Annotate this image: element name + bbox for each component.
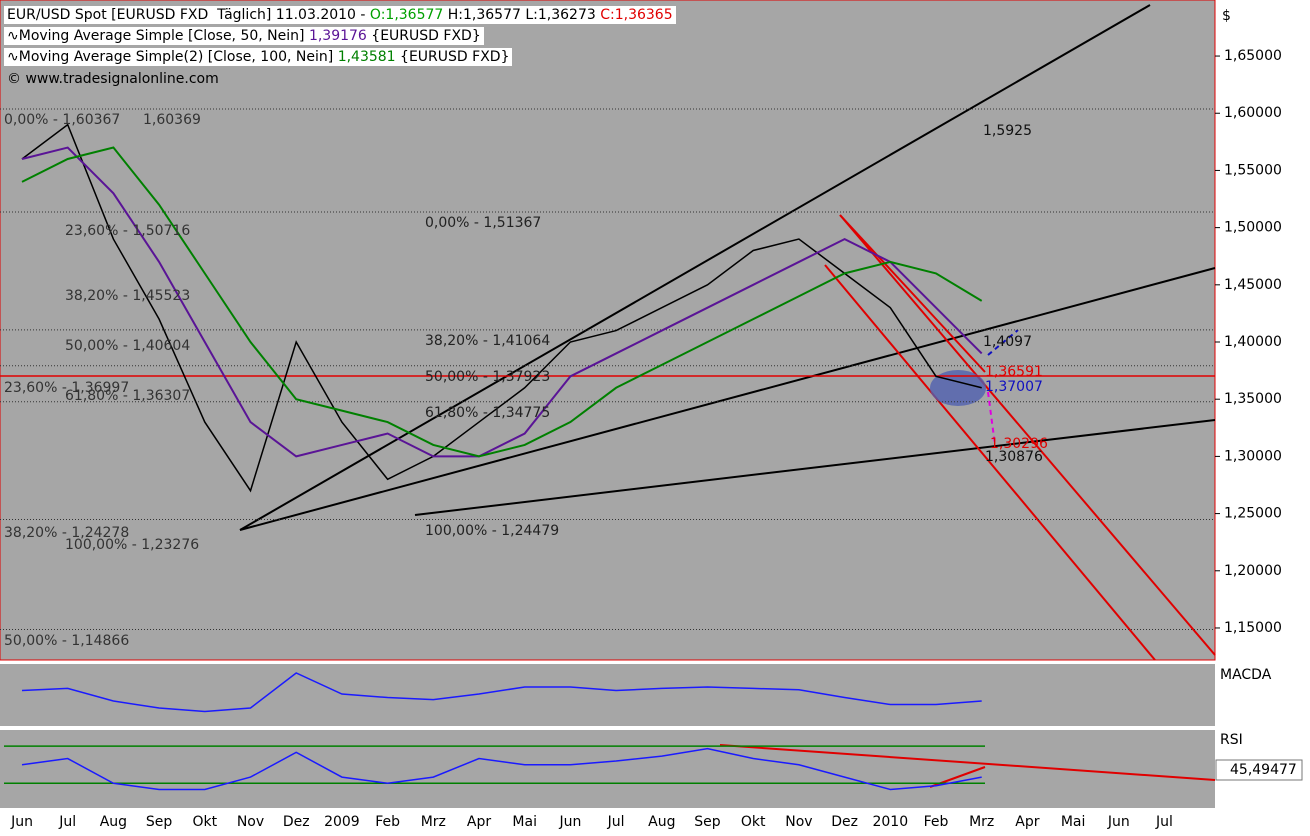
y-tick-label: 1,20000 (1224, 563, 1282, 579)
y-tick-label: 1,30000 (1224, 448, 1282, 464)
x-tick-label: 2009 (324, 814, 360, 830)
x-tick-label: Dez (283, 814, 310, 830)
annotation: 1,36591 (985, 364, 1043, 380)
x-tick-label: Dez (831, 814, 858, 830)
annotation: 1,4097 (983, 334, 1032, 350)
x-tick-label: Jun (1107, 814, 1130, 830)
x-tick-label: Jun (558, 814, 581, 830)
macd-label: MACDA (1220, 667, 1272, 683)
annotation: 1,30296 (990, 436, 1048, 452)
annotation: 100,00% - 1,24479 (425, 523, 559, 539)
x-tick-label: Jul (58, 814, 76, 830)
annotation: 38,20% - 1,41064 (425, 333, 550, 349)
annotation: 1,5925 (983, 123, 1032, 139)
last: 1,39176 (308, 28, 367, 44)
x-tick-label: Jun (10, 814, 33, 830)
annotation: 61,80% - 1,34775 (425, 405, 550, 421)
annotation: 50,00% - 1,14866 (4, 633, 129, 649)
high-low: H:1,36577 L:1,36273 (447, 7, 596, 23)
x-tick-label: Apr (467, 814, 491, 830)
x-tick-label: Sep (694, 814, 721, 830)
macd-line (21, 672, 982, 713)
x-tick-label: Mai (1061, 814, 1086, 830)
series-name: Moving Average Simple [Close, 50, Nein] (18, 28, 305, 44)
copyright: © www.tradesignalonline.com (7, 71, 219, 87)
x-tick-label: Mrz (969, 814, 994, 830)
annotation: 38,20% - 1,24278 (4, 525, 129, 541)
x-tick-label: Mrz (421, 814, 446, 830)
source: {EURUSD FXD} (371, 28, 481, 44)
moving-average (21, 146, 983, 458)
x-tick-label: Aug (100, 814, 127, 830)
price-line (21, 123, 982, 493)
header-ma100: ∿Moving Average Simple(2) [Close, 100, N… (4, 48, 513, 66)
y-tick-label: 1,35000 (1224, 391, 1282, 407)
rsi-value-box (1215, 759, 1303, 781)
x-tick-label: Mai (512, 814, 537, 830)
annotation: 38,20% - 1,45523 (65, 288, 190, 304)
annotation: 50,00% - 1,37923 (425, 369, 550, 385)
x-tick-label: Aug (648, 814, 675, 830)
moving-average (21, 146, 983, 458)
annotation: 0,00% - 1,60367 (4, 112, 120, 128)
y-tick-label: 1,60000 (1224, 105, 1282, 121)
y-tick-label: 1,65000 (1224, 48, 1282, 64)
y-tick-label: 1,15000 (1224, 620, 1282, 636)
x-tick-label: Okt (192, 814, 217, 830)
y-tick-label: 1,55000 (1224, 162, 1282, 178)
source: {EURUSD FXD} (400, 49, 510, 65)
annotation: 100,00% - 1,23276 (65, 537, 199, 553)
rsi-label: RSI (1220, 732, 1243, 748)
annotation: 1,30876 (985, 449, 1043, 465)
x-tick-label: Feb (375, 814, 400, 830)
y-tick-label: 1,25000 (1224, 506, 1282, 522)
y-tick-label: 1,40000 (1224, 334, 1282, 350)
macd-panel (0, 664, 1215, 726)
annotation: 23,60% - 1,36997 (4, 380, 129, 396)
rsi-last: 45,49477 (1230, 762, 1297, 778)
y-tick-label: 1,45000 (1224, 277, 1282, 293)
series-name: EUR/USD Spot [EURUSD FXD Täglich] 11.03.… (7, 7, 366, 23)
main-panel (0, 0, 1216, 661)
series-name: Moving Average Simple(2) [Close, 100, Ne… (18, 49, 334, 65)
x-tick-label: Okt (741, 814, 766, 830)
x-tick-label: Feb (924, 814, 949, 830)
rsi-line (21, 747, 982, 791)
annotation: 61,80% - 1,36307 (65, 388, 190, 404)
close: C:1,36365 (600, 7, 673, 23)
header-price: EUR/USD Spot [EURUSD FXD Täglich] 11.03.… (4, 6, 676, 24)
last: 1,43581 (337, 49, 396, 65)
annotation: 1,60369 (143, 112, 201, 128)
annotation: 50,00% - 1,40604 (65, 338, 190, 354)
x-tick-label: Apr (1015, 814, 1039, 830)
x-tick-label: Jul (1155, 814, 1173, 830)
x-tick-label: Jul (607, 814, 625, 830)
currency: $ (1222, 8, 1231, 24)
annotation: 1,37007 (985, 379, 1043, 395)
rsi-panel (0, 730, 1215, 808)
x-tick-label: Sep (146, 814, 173, 830)
annotation: 23,60% - 1,50716 (65, 223, 190, 239)
y-tick-label: 1,50000 (1224, 220, 1282, 236)
open: O:1,36577 (369, 7, 444, 23)
header-ma50: ∿Moving Average Simple [Close, 50, Nein]… (4, 27, 484, 45)
annotation: 0,00% - 1,51367 (425, 215, 541, 231)
x-tick-label: Nov (237, 814, 264, 830)
x-tick-label: Nov (785, 814, 812, 830)
x-tick-label: 2010 (872, 814, 908, 830)
